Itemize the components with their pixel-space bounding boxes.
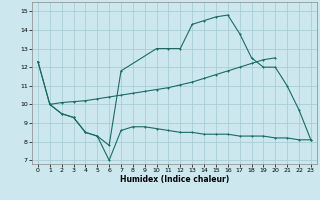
X-axis label: Humidex (Indice chaleur): Humidex (Indice chaleur) [120, 175, 229, 184]
